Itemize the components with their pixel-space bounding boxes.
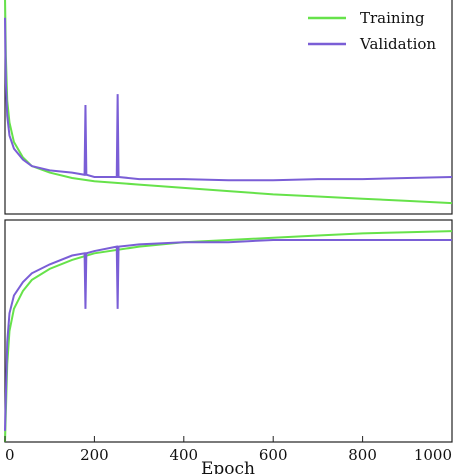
x-axis-label: Epoch <box>201 459 255 474</box>
bottom-panel-frame <box>4 219 453 443</box>
x-axis-ticks: 0 200 400 600 800 1000 <box>4 436 453 464</box>
bottom-panel-series <box>4 230 453 443</box>
x-tick-label-800: 800 <box>348 446 377 464</box>
legend: Training Validation <box>308 9 436 53</box>
x-tick-label-200: 200 <box>80 446 109 464</box>
x-tick-label-600: 600 <box>259 446 288 464</box>
top-training-line <box>4 0 453 205</box>
legend-training-label: Training <box>360 9 425 27</box>
top-validation-line <box>4 17 453 182</box>
top-panel-frame <box>4 0 453 215</box>
bottom-validation-line <box>4 238 452 431</box>
x-tick-label-400: 400 <box>169 446 198 464</box>
bottom-training-line <box>4 230 453 443</box>
legend-validation-label: Validation <box>359 35 436 53</box>
top-panel-series <box>4 0 453 205</box>
x-tick-label-0: 0 <box>5 446 15 464</box>
x-tick-label-1000: 1000 <box>414 446 452 464</box>
